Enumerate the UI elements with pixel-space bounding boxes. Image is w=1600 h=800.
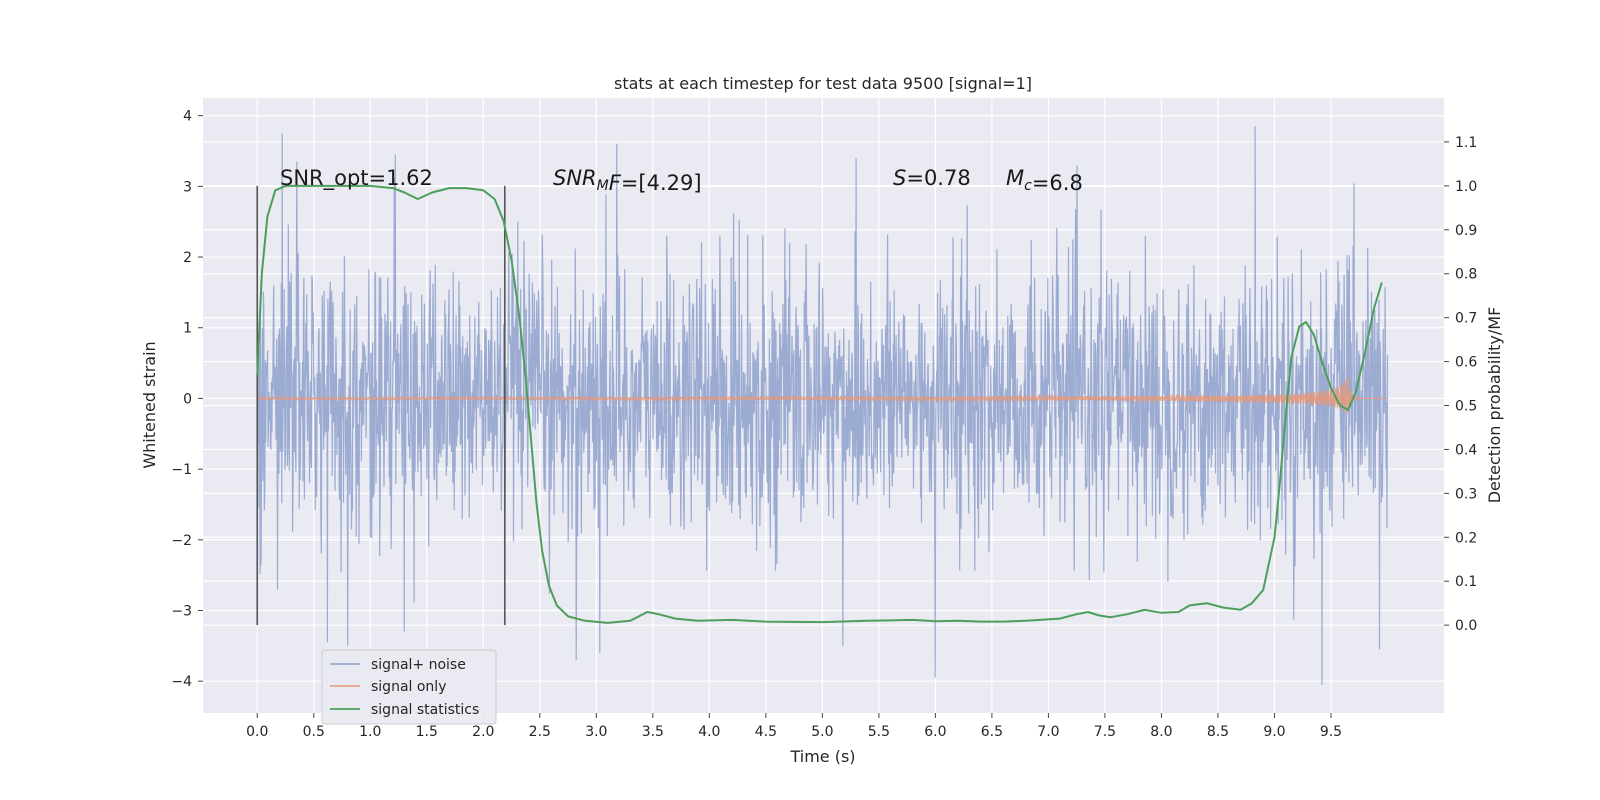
y2-tick-label: 0.8 (1455, 267, 1477, 283)
chart-title: stats at each timestep for test data 950… (614, 74, 1032, 93)
legend-label-noise: signal+ noise (371, 657, 466, 673)
signal-series (256, 376, 1388, 414)
legend-label-statistics: signal statistics (371, 702, 479, 718)
statistics-line (256, 184, 1383, 624)
y2-tick-label: 1.1 (1455, 135, 1477, 151)
vertical-markers (256, 185, 506, 626)
x-tick-label: 5.0 (811, 724, 833, 740)
y2-tick-label: 0.7 (1455, 311, 1477, 327)
y-tick-label: 0 (183, 391, 192, 407)
annotations: SNR_opt=1.62 SNRMF=[4.29] S=0.78 Mc=6.8 (280, 166, 1083, 195)
x-tick-label: 6.5 (981, 724, 1003, 740)
x-tick-label: 8.5 (1207, 724, 1229, 740)
x-tick-label: 3.0 (585, 724, 607, 740)
x-axis-title: Time (s) (789, 747, 855, 766)
y-tick-label: 4 (183, 109, 192, 125)
y-tick-label: −3 (171, 604, 192, 620)
x-tick-label: 0.5 (303, 724, 325, 740)
x-tick-label: 3.5 (642, 724, 664, 740)
legend-label-signal: signal only (371, 679, 446, 695)
annotation-snr-mf: SNRMF=[4.29] (553, 166, 702, 195)
annotation-s-val: S=0.78 (893, 166, 971, 190)
x-tick-label: 6.0 (924, 724, 946, 740)
y2-tick-label: 0.9 (1455, 223, 1477, 239)
y2-tick-label: 0.3 (1455, 486, 1477, 502)
y2-tick-label: 0.2 (1455, 530, 1477, 546)
y2-tick-label: 1.0 (1455, 179, 1477, 195)
y2-tick-label: 0.1 (1455, 574, 1477, 590)
x-tick-label: 1.0 (359, 724, 381, 740)
y-tick-label: 1 (183, 321, 192, 337)
x-tick-label: 5.5 (868, 724, 890, 740)
annotation-mc-val: Mc=6.8 (1006, 166, 1083, 195)
y-tick-label: 2 (183, 250, 192, 266)
x-tick-label: 7.0 (1037, 724, 1059, 740)
signal-line (256, 376, 1388, 414)
x-tick-label: 7.5 (1094, 724, 1116, 740)
statistics-series (256, 184, 1383, 624)
x-tick-label: 4.5 (755, 724, 777, 740)
y2-tick-label: 0.4 (1455, 442, 1477, 458)
x-tick-label: 9.5 (1320, 724, 1342, 740)
y-tick-label: 3 (183, 179, 192, 195)
x-tick-label: 4.0 (698, 724, 720, 740)
x-tick-label: 8.0 (1150, 724, 1172, 740)
noise-series (256, 126, 1389, 685)
y-tick-label: −4 (171, 674, 192, 690)
noise-line (256, 126, 1389, 685)
y2-tick-label: 0.5 (1455, 399, 1477, 415)
y-axis-title: Whitened strain (140, 341, 159, 468)
x-tick-label: 2.0 (472, 724, 494, 740)
legend-box (321, 649, 497, 725)
x-tick-label: 1.5 (416, 724, 438, 740)
x-tick-label: 0.0 (246, 724, 268, 740)
annotation-snr-opt: SNR_opt=1.62 (280, 166, 433, 191)
y2-axis-title: Detection probability/MF (1485, 307, 1504, 504)
y2-tick-label: 0.0 (1455, 618, 1477, 634)
legend: signal+ noise signal only signal statist… (321, 649, 497, 725)
y-tick-label: −2 (171, 533, 192, 549)
x-tick-label: 2.5 (529, 724, 551, 740)
y-tick-label: −1 (171, 462, 192, 478)
y2-tick-label: 0.6 (1455, 355, 1477, 371)
x-tick-label: 9.0 (1263, 724, 1285, 740)
tick-labels: 0.0 0.5 1.0 1.5 2.0 2.5 3.0 3.5 4.0 4.5 5.0 5.5 6.0 6… (171, 109, 1477, 740)
